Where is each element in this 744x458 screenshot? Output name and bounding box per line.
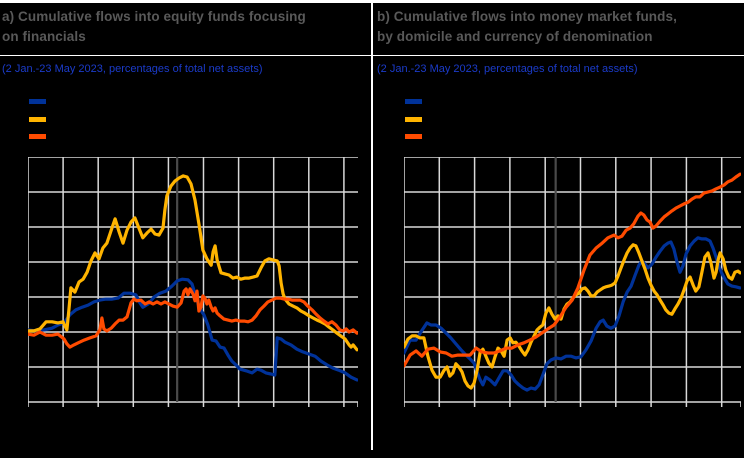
panel-a-legend	[29, 99, 149, 152]
legend-swatch	[29, 116, 46, 122]
gridlines	[404, 157, 741, 407]
yellow-series	[28, 174, 358, 352]
legend-swatch	[29, 134, 46, 139]
panel-b-title-line2: by domicile and currency of denomination	[377, 29, 653, 44]
legend-swatch	[405, 134, 422, 139]
panel-a-plot	[28, 157, 358, 407]
panel-a-subtitle: (2 Jan.-23 May 2023, percentages of tota…	[2, 63, 263, 75]
panel-b-subtitle: (2 Jan.-23 May 2023, percentages of tota…	[377, 63, 638, 75]
panel-a-title: a) Cumulative flows into equity funds fo…	[2, 7, 366, 47]
legend-swatch	[405, 99, 422, 104]
orange-series	[404, 172, 741, 368]
panel-a-title-line2: on financials	[2, 29, 86, 44]
panel-b-title: b) Cumulative flows into money market fu…	[377, 7, 741, 47]
panel-divider	[371, 0, 373, 450]
legend-swatch	[29, 99, 46, 104]
panel-b-title-line1: b) Cumulative flows into money market fu…	[377, 9, 677, 24]
yellow-series	[404, 243, 741, 390]
orange-series	[28, 287, 358, 349]
legend-swatch	[405, 116, 422, 122]
panel-b-legend	[405, 99, 525, 152]
blue-series	[28, 277, 358, 382]
panel-b-plot	[404, 157, 741, 407]
blue-series	[404, 236, 741, 392]
gridlines	[28, 157, 358, 407]
panel-a-title-line1: a) Cumulative flows into equity funds fo…	[2, 9, 306, 24]
